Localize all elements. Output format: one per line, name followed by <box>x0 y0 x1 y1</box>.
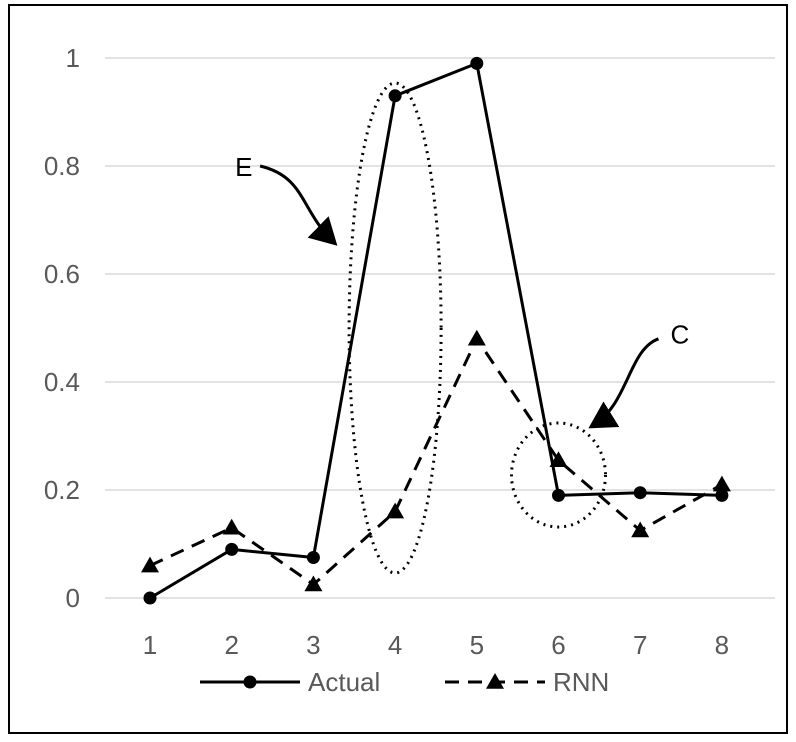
annotation-labels: EC <box>235 152 689 349</box>
gridlines <box>105 57 775 491</box>
data-point-actual <box>715 488 729 502</box>
data-point-rnn <box>712 475 731 492</box>
legend-marker-actual <box>243 675 257 689</box>
annotation-ellipse-e <box>347 81 443 575</box>
x-tick-label: 7 <box>633 630 647 660</box>
series-rnn <box>141 329 731 592</box>
data-point-actual <box>143 591 157 605</box>
series <box>141 56 731 605</box>
data-point-rnn <box>386 502 405 519</box>
annotation-arrow-c <box>588 337 660 429</box>
legend: Actual RNN <box>200 667 609 697</box>
annotation-label-e: E <box>235 152 252 182</box>
data-point-actual <box>470 56 484 70</box>
y-tick-label: 0 <box>66 583 80 613</box>
y-tick-label: 1 <box>66 43 80 73</box>
x-tick-label: 1 <box>143 630 157 660</box>
x-tick-label: 6 <box>551 630 565 660</box>
data-point-rnn <box>222 518 241 535</box>
data-point-rnn <box>631 521 650 538</box>
legend-label-rnn: RNN <box>553 667 609 697</box>
annotation-arrow-e <box>259 164 338 246</box>
annotation-label-c: C <box>671 319 690 349</box>
legend-label-actual: Actual <box>308 667 380 697</box>
annotation-circle-c <box>510 421 607 529</box>
data-point-actual <box>552 488 565 502</box>
axes: 0 0.2 0.4 0.6 0.8 1 1 2 3 4 5 6 7 8 <box>44 43 775 660</box>
series-actual <box>143 56 729 605</box>
y-tick-label: 0.4 <box>44 367 80 397</box>
y-tick-label: 0.6 <box>44 259 80 289</box>
data-point-rnn <box>467 329 486 346</box>
y-tick-label: 0.8 <box>44 151 80 181</box>
data-point-actual <box>225 542 239 556</box>
x-tick-label: 2 <box>224 630 238 660</box>
legend-marker-rnn <box>486 673 504 689</box>
series-line-rnn <box>149 337 723 586</box>
data-point-rnn <box>549 451 568 468</box>
line-chart: 00.20.40.60.811 2 3 4 5 6 7 8 EC Actual RNN <box>44 43 775 697</box>
data-point-actual <box>306 551 320 564</box>
x-tick-label: 8 <box>715 630 729 660</box>
x-tick-label: 4 <box>388 630 402 660</box>
x-tick-label: 5 <box>470 630 484 660</box>
data-point-rnn <box>141 556 159 573</box>
data-point-rnn <box>304 575 323 592</box>
y-tick-label: 0.2 <box>44 475 80 505</box>
x-tick-label: 3 <box>306 630 320 660</box>
data-point-actual <box>388 89 402 103</box>
data-point-actual <box>633 486 647 500</box>
annotation-shapes <box>259 81 660 575</box>
series-line-actual <box>149 61 722 600</box>
